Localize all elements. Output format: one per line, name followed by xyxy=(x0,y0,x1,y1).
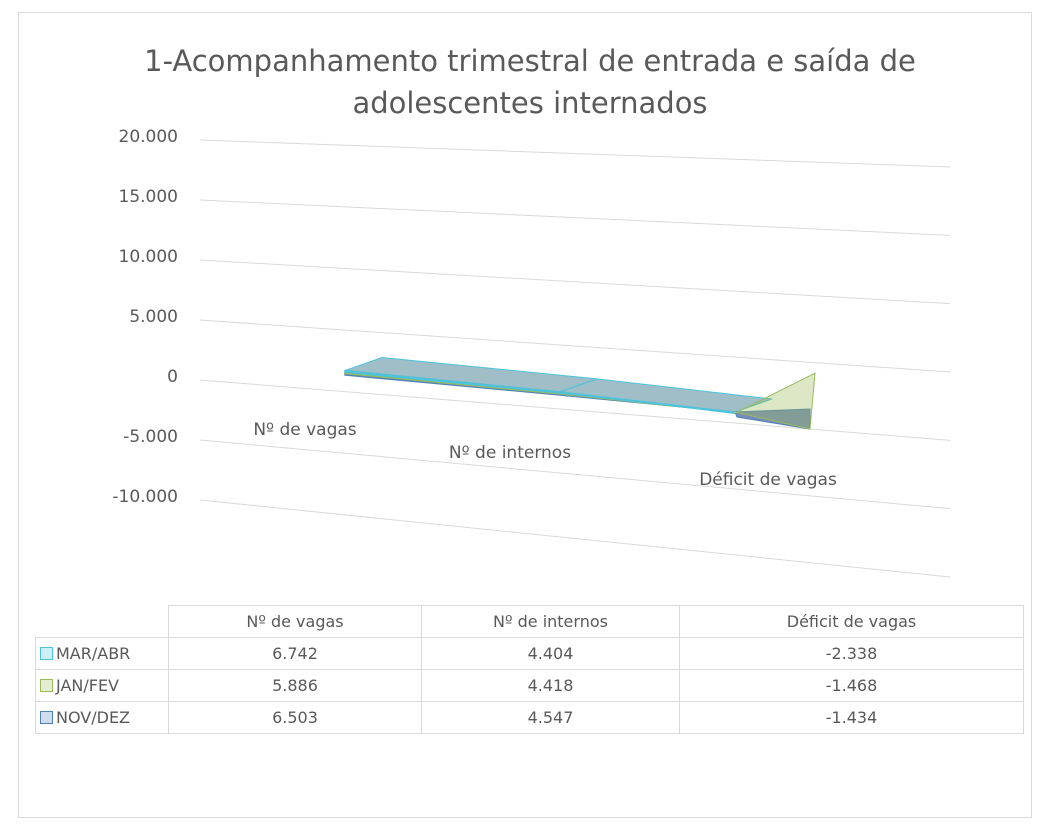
table-cell: -1.434 xyxy=(679,701,1024,734)
y-tick-label: 15.000 xyxy=(119,187,178,207)
x-tick-label: Déficit de vagas xyxy=(699,470,837,490)
legend-label: JAN/FEV xyxy=(56,676,119,695)
chart-title: 1-Acompanhamento trimestral de entrada e… xyxy=(144,44,916,120)
table-row: JAN/FEV 5.886 4.418 -1.468 xyxy=(35,669,1024,702)
grid-line xyxy=(199,259,951,305)
grid-line xyxy=(199,499,951,578)
legend-cell: MAR/ABR xyxy=(35,637,169,670)
header-cell: Nº de vagas xyxy=(168,605,422,638)
y-tick-label: -5.000 xyxy=(123,427,178,447)
legend-swatch xyxy=(40,647,53,660)
header-cell: Nº de internos xyxy=(421,605,680,638)
table-row: NOV/DEZ 6.503 4.547 -1.434 xyxy=(35,701,1024,734)
y-tick-label: 10.000 xyxy=(119,247,178,267)
x-tick-label: Nº de internos xyxy=(449,443,571,463)
area-side-face xyxy=(734,372,816,430)
legend-swatch xyxy=(40,679,53,692)
table-cell: 6.742 xyxy=(168,637,422,670)
grid-line xyxy=(199,319,951,373)
table-cell: -1.468 xyxy=(679,669,1024,702)
legend-swatch xyxy=(40,711,53,724)
grid-line xyxy=(199,379,951,441)
y-tick-label: 5.000 xyxy=(129,307,178,327)
x-tick-label: Nº de vagas xyxy=(253,420,356,440)
y-tick-label: -10.000 xyxy=(112,487,178,507)
grid-line xyxy=(199,139,951,168)
table-row: MAR/ABR 6.742 4.404 -2.338 xyxy=(35,637,1024,670)
legend-label: NOV/DEZ xyxy=(56,708,131,727)
table-cell: -2.338 xyxy=(679,637,1024,670)
table-header: Nº de vagas Nº de internos Déficit de va… xyxy=(35,605,1024,638)
area-top-face xyxy=(559,378,773,413)
table-cell: 6.503 xyxy=(168,701,422,734)
y-tick-label: 0 xyxy=(167,367,178,387)
legend-cell: NOV/DEZ xyxy=(35,701,169,734)
legend-label: MAR/ABR xyxy=(56,644,131,663)
data-table: Nº de vagas Nº de internos Déficit de va… xyxy=(35,605,1024,734)
chart-border xyxy=(18,12,1032,818)
table-cell: 5.886 xyxy=(168,669,422,702)
grid-line xyxy=(199,439,951,510)
table-cell: 4.547 xyxy=(421,701,680,734)
grid-line xyxy=(199,199,951,236)
table-cell: 4.404 xyxy=(421,637,680,670)
corner xyxy=(35,605,169,638)
y-tick-label: 20.000 xyxy=(119,127,178,147)
table-cell: 4.418 xyxy=(421,669,680,702)
header-cell: Déficit de vagas xyxy=(679,605,1024,638)
legend-cell: JAN/FEV xyxy=(35,669,169,702)
